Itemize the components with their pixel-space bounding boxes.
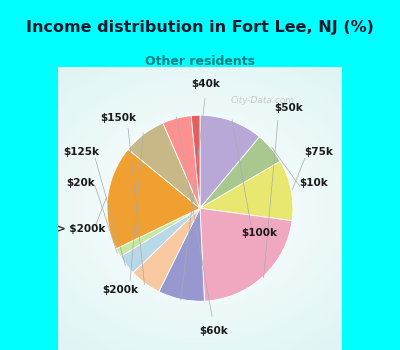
Text: Other residents: Other residents — [145, 55, 255, 68]
Wedge shape — [200, 208, 292, 301]
Text: $75k: $75k — [305, 147, 334, 156]
Text: $50k: $50k — [274, 104, 303, 113]
Wedge shape — [128, 123, 200, 208]
Text: $10k: $10k — [299, 178, 328, 188]
Text: > $200k: > $200k — [57, 224, 105, 234]
Text: $200k: $200k — [103, 285, 139, 295]
Text: City-Data.com: City-Data.com — [230, 96, 294, 105]
Wedge shape — [120, 208, 200, 273]
Wedge shape — [107, 149, 200, 249]
Wedge shape — [200, 137, 280, 208]
Wedge shape — [133, 208, 200, 292]
Text: Income distribution in Fort Lee, NJ (%): Income distribution in Fort Lee, NJ (%) — [26, 20, 374, 35]
Text: $20k: $20k — [66, 178, 95, 188]
Wedge shape — [200, 161, 293, 221]
Wedge shape — [163, 116, 200, 208]
Wedge shape — [191, 115, 200, 208]
Wedge shape — [200, 115, 260, 208]
Text: $100k: $100k — [241, 228, 277, 238]
Wedge shape — [159, 208, 204, 301]
Text: $60k: $60k — [199, 326, 228, 336]
Wedge shape — [116, 208, 200, 257]
Text: $40k: $40k — [191, 78, 220, 89]
Text: $150k: $150k — [100, 113, 136, 122]
Text: $125k: $125k — [63, 147, 99, 156]
